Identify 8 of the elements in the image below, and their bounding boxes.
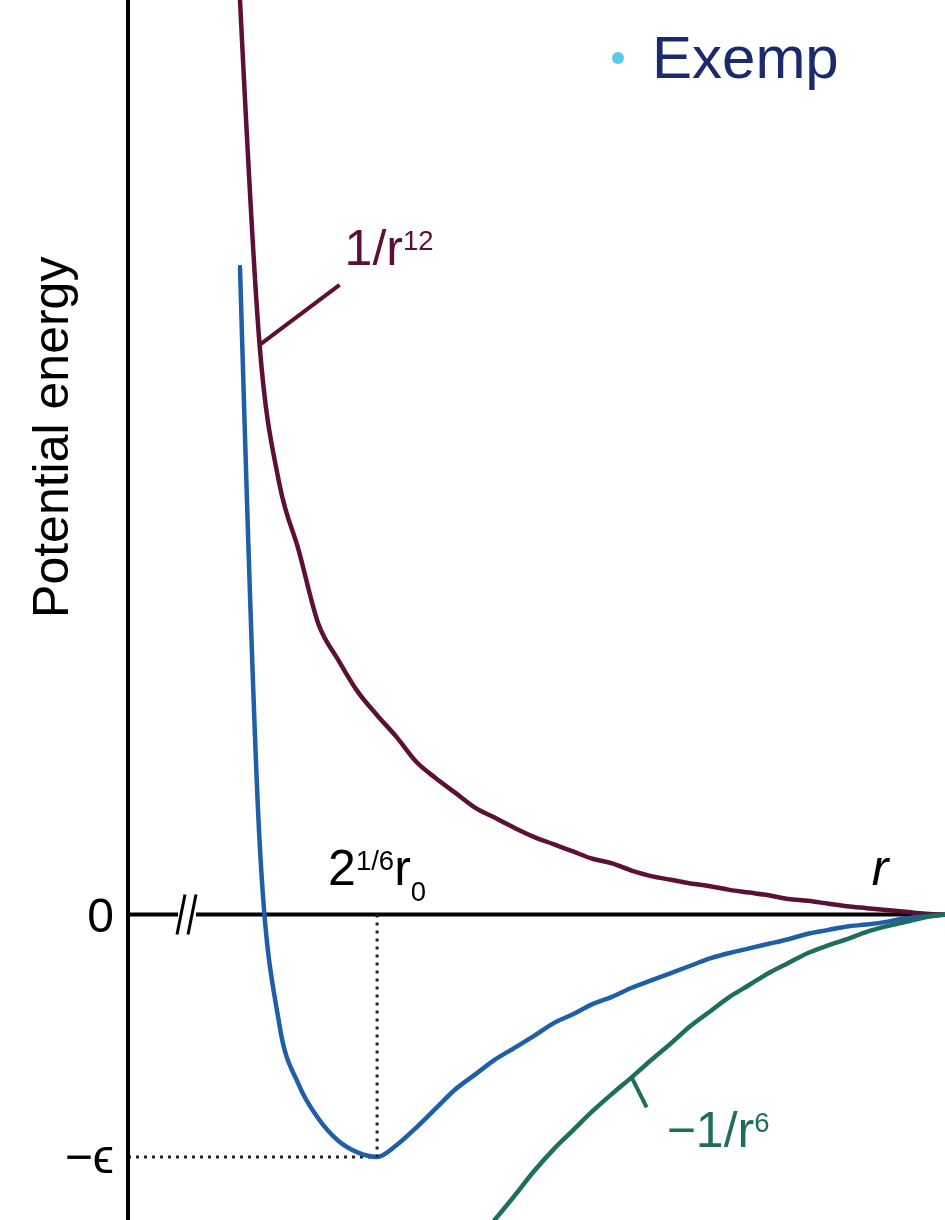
x-axis-title: r bbox=[871, 839, 891, 896]
legend-label: −1/r$^{6}$ bbox=[666, 1102, 770, 1159]
chart-title: Exemp bbox=[652, 24, 839, 91]
series-label: 1/r$^{12}$ bbox=[344, 219, 434, 276]
text: 0 bbox=[87, 888, 114, 942]
ref-line-label: −ϵ bbox=[64, 1130, 114, 1184]
annotation: 2$^{1/6}$r$_{0}$ bbox=[328, 839, 427, 907]
y-axis-title: Potential energy bbox=[23, 256, 79, 618]
